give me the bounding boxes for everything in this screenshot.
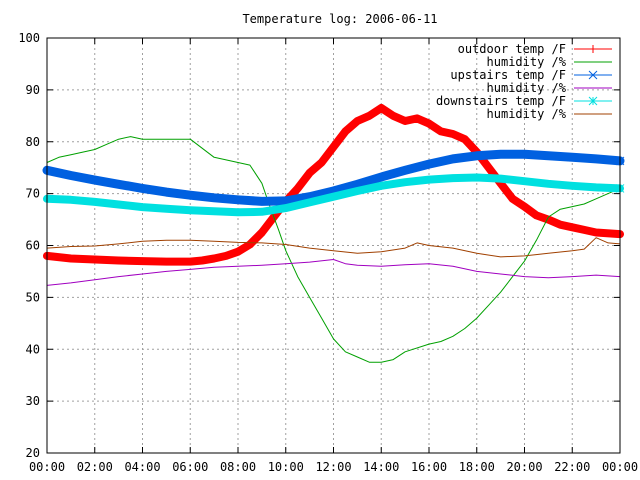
plot-area-border [46,37,621,454]
legend-label: humidity /% [487,81,567,95]
x-tick-label: 14:00 [363,460,399,474]
legend-label: upstairs temp /F [450,68,566,82]
y-tick-label: 60 [26,239,40,253]
y-tick-label: 70 [26,187,40,201]
y-tick-label: 100 [18,31,40,45]
x-tick-label: 12:00 [315,460,351,474]
y-tick-label: 40 [26,342,40,356]
x-tick-label: 02:00 [77,460,113,474]
x-tick-label: 22:00 [554,460,590,474]
x-tick-label: 18:00 [459,460,495,474]
series-layer [42,104,625,363]
series-line-1 [46,136,621,363]
series-line-2 [42,149,625,206]
legend-label: humidity /% [487,55,567,69]
legend-marker [589,45,597,53]
x-tick-label: 10:00 [268,460,304,474]
series-line-0 [43,104,624,266]
legend-label: humidity /% [487,107,567,121]
x-tick-label: 20:00 [506,460,542,474]
x-tick-label: 00:00 [29,460,65,474]
x-tick-label: 06:00 [172,460,208,474]
x-tick-label: 08:00 [220,460,256,474]
legend-label: outdoor temp /F [458,42,566,56]
x-tick-label: 16:00 [411,460,447,474]
y-tick-label: 50 [26,290,40,304]
y-tick-label: 30 [26,394,40,408]
series-line-3 [46,259,621,286]
series-line-4 [43,173,624,217]
legend-marker [588,70,598,80]
axis-ticks: 20 30 40 50 60 70 80 90 100 00:00 02:00 04:00 06:00 0… [18,31,638,474]
y-tick-label: 20 [26,446,40,460]
x-tick-label: 00:00 [602,460,638,474]
series-line-5 [46,237,621,258]
y-tick-label: 90 [26,83,40,97]
x-tick-label: 04:00 [124,460,160,474]
legend-label: downstairs temp /F [436,94,566,108]
legend-marker [588,96,598,106]
y-tick-label: 80 [26,135,40,149]
chart-title: Temperature log: 2006-06-11 [242,12,437,26]
